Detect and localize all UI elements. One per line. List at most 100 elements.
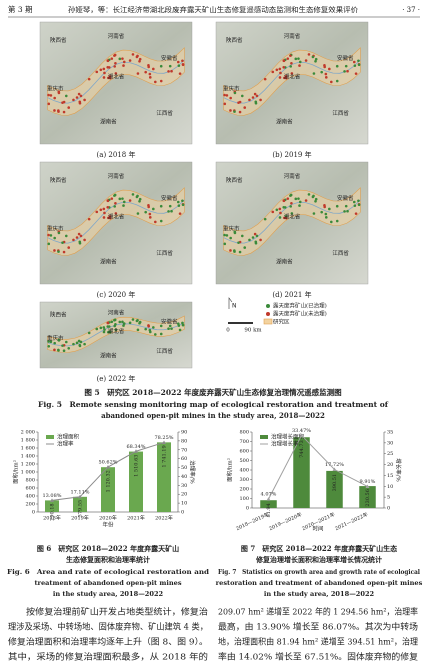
legend-symbol bbox=[46, 435, 54, 439]
mine-site bbox=[159, 219, 163, 223]
mine-site bbox=[49, 340, 53, 343]
mine-site bbox=[346, 69, 349, 73]
x-tick-label: 2021—2022年 bbox=[334, 511, 369, 532]
mine-site bbox=[314, 57, 318, 61]
mine-site bbox=[57, 91, 61, 95]
mine-site bbox=[122, 64, 125, 67]
mine-site bbox=[154, 220, 157, 224]
legend-label: 治理增长率 bbox=[271, 440, 299, 448]
mine-site bbox=[243, 246, 247, 249]
mine-site bbox=[279, 211, 282, 215]
mine-site bbox=[298, 204, 301, 207]
panel-label: (d) 2021 年 bbox=[272, 290, 311, 299]
mine-site bbox=[225, 94, 229, 97]
mine-site bbox=[282, 206, 286, 209]
legend-label: 治理面积 bbox=[57, 433, 80, 441]
x-tick-label: 2021年 bbox=[127, 515, 145, 522]
mine-site bbox=[107, 216, 110, 220]
scale-label: 90 km bbox=[244, 328, 262, 334]
mine-site bbox=[298, 64, 301, 67]
x-tick-label: 2020年 bbox=[99, 515, 117, 522]
province-label: 陕西省 bbox=[226, 176, 243, 184]
mine-site bbox=[102, 76, 106, 79]
rate-marker bbox=[266, 497, 271, 501]
mine-site bbox=[144, 70, 147, 74]
mine-site bbox=[78, 344, 82, 348]
bar bbox=[293, 437, 310, 508]
mine-site bbox=[311, 55, 315, 59]
mine-site bbox=[131, 318, 135, 321]
legend-symbol bbox=[266, 312, 270, 316]
legend-label: 露天废弃矿山(已治理) bbox=[273, 302, 327, 310]
mine-site bbox=[304, 199, 308, 202]
rate-label: 17.72% bbox=[325, 462, 344, 468]
mine-site bbox=[294, 57, 298, 61]
mine-site bbox=[136, 328, 140, 332]
rate-marker bbox=[78, 494, 82, 499]
province-label: 江西省 bbox=[332, 249, 349, 257]
mine-site bbox=[79, 94, 83, 98]
rate-label: 78.25% bbox=[154, 435, 173, 441]
mine-site bbox=[118, 320, 122, 324]
mine-site bbox=[271, 210, 275, 214]
y-tick-label: 100 bbox=[239, 496, 249, 502]
rate-marker bbox=[106, 465, 110, 469]
mine-site bbox=[177, 204, 181, 207]
mine-site bbox=[83, 342, 86, 346]
mine-site bbox=[67, 246, 71, 249]
mine-site bbox=[357, 199, 360, 203]
mine-site bbox=[47, 344, 51, 348]
mine-site bbox=[61, 344, 64, 347]
mine-site bbox=[286, 57, 290, 60]
mine-site bbox=[304, 59, 308, 62]
mine-site bbox=[253, 92, 257, 96]
y-tick-label: 1 600 bbox=[21, 446, 35, 452]
mine-site bbox=[248, 98, 251, 102]
mine-site bbox=[114, 328, 118, 332]
mine-site bbox=[323, 205, 326, 209]
y2-tick-label: 70 bbox=[181, 447, 187, 453]
page-number: · 37 · bbox=[402, 6, 420, 14]
province-label: 重庆市 bbox=[223, 225, 240, 233]
mine-site bbox=[167, 70, 170, 73]
province-label: 河南省 bbox=[284, 32, 301, 40]
mine-site bbox=[152, 326, 155, 329]
y2-tick-label: 50 bbox=[181, 465, 187, 471]
y2-tick-label: 0 bbox=[387, 506, 390, 512]
bar-label: 81.94 bbox=[266, 503, 272, 517]
province-label: 安徽省 bbox=[161, 54, 178, 62]
issue: 第 3 期 bbox=[8, 4, 33, 14]
mine-site bbox=[103, 71, 106, 75]
mine-site bbox=[135, 319, 139, 323]
bar-label: 230.56 bbox=[365, 489, 371, 507]
mine-site bbox=[181, 63, 185, 67]
mine-site bbox=[290, 62, 293, 65]
mine-site bbox=[128, 59, 132, 62]
mine-site bbox=[168, 324, 172, 328]
mine-site bbox=[223, 93, 226, 97]
y-tick-label: 1 400 bbox=[21, 454, 35, 460]
mine-site bbox=[136, 72, 140, 75]
mine-site bbox=[57, 339, 61, 342]
mine-site bbox=[152, 207, 155, 211]
mine-site bbox=[254, 101, 258, 105]
mine-site bbox=[109, 76, 112, 80]
mine-site bbox=[290, 212, 294, 215]
province-label: 湖北省 bbox=[108, 327, 125, 335]
mine-site bbox=[353, 64, 357, 67]
mine-site bbox=[77, 232, 81, 236]
mine-site bbox=[330, 220, 333, 224]
mine-site bbox=[343, 210, 346, 213]
mine-site bbox=[254, 241, 258, 245]
mine-site bbox=[64, 234, 68, 238]
y-tick-label: 600 bbox=[25, 486, 35, 492]
figure-caption-en: in the study area, 2018—2022 bbox=[264, 590, 374, 598]
mine-site bbox=[289, 205, 292, 208]
y-tick-label: 400 bbox=[239, 468, 249, 474]
province-label: 安徽省 bbox=[161, 194, 178, 202]
study-area bbox=[47, 187, 185, 256]
mine-site bbox=[259, 98, 262, 102]
mine-site bbox=[328, 67, 331, 71]
mine-site bbox=[122, 324, 125, 327]
